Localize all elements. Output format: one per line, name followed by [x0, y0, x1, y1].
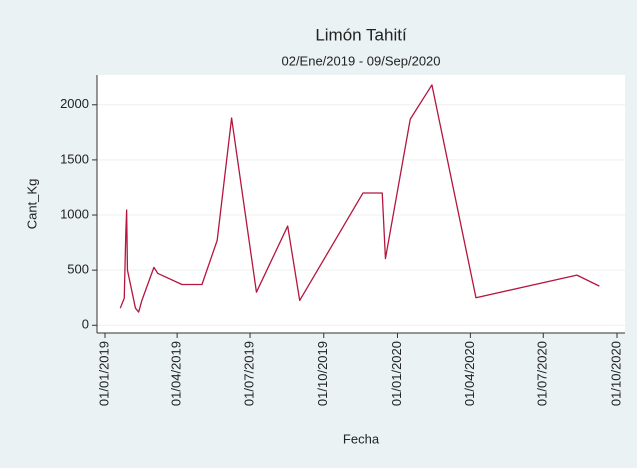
- x-tick-label: 01/04/2020: [462, 341, 477, 406]
- chart-subtitle: 02/Ene/2019 - 09/Sep/2020: [281, 53, 440, 68]
- x-tick-label: 01/04/2019: [169, 341, 184, 406]
- x-tick-label: 01/01/2019: [96, 341, 111, 406]
- y-tick-label: 2000: [60, 96, 89, 111]
- chart-title: Limón Tahití: [315, 25, 407, 44]
- y-tick-label: 1500: [60, 151, 89, 166]
- y-tick-label: 1000: [60, 206, 89, 221]
- x-tick-label: 01/10/2020: [608, 341, 623, 406]
- x-tick-label: 01/10/2019: [315, 341, 330, 406]
- x-tick-label: 01/07/2019: [241, 341, 256, 406]
- y-tick-label: 0: [82, 317, 89, 332]
- plot-area: [97, 75, 625, 333]
- y-tick-label: 500: [67, 262, 89, 277]
- y-axis-label: Cant_Kg: [24, 179, 39, 230]
- data-line: [119, 84, 600, 313]
- x-axis-label: Fecha: [343, 431, 380, 446]
- x-tick-label: 01/07/2020: [535, 341, 550, 406]
- x-tick-label: 01/01/2020: [389, 341, 404, 406]
